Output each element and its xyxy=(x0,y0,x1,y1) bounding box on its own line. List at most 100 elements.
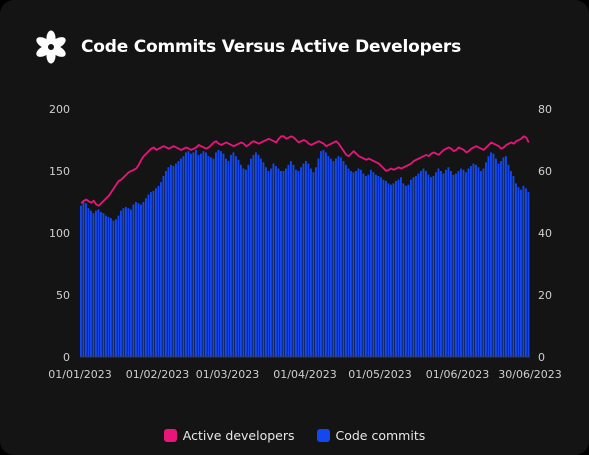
bar-code-commits xyxy=(280,171,282,357)
bar-code-commits xyxy=(100,211,102,357)
bar-code-commits xyxy=(85,203,87,357)
bar-code-commits xyxy=(442,173,445,357)
bar-code-commits xyxy=(520,189,522,357)
flower-icon xyxy=(36,30,66,64)
bar-code-commits xyxy=(445,169,447,357)
bar-code-commits xyxy=(110,218,112,357)
bar-code-commits xyxy=(240,164,242,357)
y-right-tick-label: 40 xyxy=(538,227,552,240)
bar-code-commits xyxy=(87,208,90,357)
bar-code-commits xyxy=(232,152,235,357)
bar-code-commits xyxy=(282,171,285,357)
y-left-tick-label: 100 xyxy=(49,227,70,240)
bar-code-commits xyxy=(477,167,480,357)
bar-code-commits xyxy=(305,161,307,357)
bar-code-commits xyxy=(92,213,95,357)
bar-code-commits xyxy=(455,173,457,357)
bar-code-commits xyxy=(285,168,287,357)
bar-code-commits xyxy=(135,202,137,357)
chart-header: Code Commits Versus Active Developers xyxy=(34,30,461,64)
bar-code-commits xyxy=(400,177,402,357)
chart-title: Code Commits Versus Active Developers xyxy=(81,37,462,57)
y-left-tick-label: 50 xyxy=(56,289,70,302)
bar-code-commits xyxy=(382,179,385,357)
bar-code-commits xyxy=(145,198,147,357)
bar-code-commits xyxy=(257,154,260,357)
bar-code-commits xyxy=(162,175,165,357)
bar-code-commits xyxy=(117,215,120,357)
bar-code-commits xyxy=(502,157,505,357)
bar-code-commits xyxy=(505,156,507,357)
chart-legend: Active developers Code commits xyxy=(0,428,589,443)
bar-code-commits xyxy=(247,164,250,357)
bar-code-commits xyxy=(112,220,115,357)
bar-code-commits xyxy=(97,209,100,357)
bar-code-commits xyxy=(260,158,262,357)
y-left-tick-label: 150 xyxy=(49,165,70,178)
bar-code-commits xyxy=(430,177,432,357)
x-tick-label: 01/01/2023 xyxy=(48,368,111,381)
bar-code-commits xyxy=(507,164,510,357)
bar-code-commits xyxy=(95,210,97,357)
bar-code-commits xyxy=(147,194,150,357)
bar-code-commits xyxy=(202,151,205,357)
bar-code-commits xyxy=(185,152,187,357)
x-tick-label: 01/03/2023 xyxy=(196,368,259,381)
bar-code-commits xyxy=(127,208,130,357)
bar-code-commits xyxy=(405,185,407,357)
bar-code-commits xyxy=(207,156,210,357)
bar-code-commits xyxy=(215,152,217,357)
bar-code-commits xyxy=(490,152,492,357)
bar-code-commits xyxy=(297,171,300,357)
bar-code-commits xyxy=(515,183,517,357)
bar-code-commits xyxy=(350,171,352,357)
bar-code-commits xyxy=(347,168,350,357)
bar-code-commits xyxy=(187,151,190,357)
bar-code-commits xyxy=(387,183,390,357)
bar-code-commits xyxy=(325,152,327,357)
bar-code-commits xyxy=(80,205,82,357)
bar-code-commits xyxy=(467,168,470,357)
bar-code-commits xyxy=(332,161,335,357)
bar-code-commits xyxy=(420,171,422,357)
bar-code-commits xyxy=(460,168,462,357)
bar-code-commits xyxy=(102,213,105,357)
bar-code-commits xyxy=(437,168,440,357)
legend-label: Active developers xyxy=(182,428,295,443)
bar-code-commits xyxy=(355,171,357,357)
y-right-tick-label: 20 xyxy=(538,289,552,302)
bar-code-commits xyxy=(427,174,430,357)
bar-code-commits xyxy=(230,154,232,357)
bar-code-commits xyxy=(90,210,92,357)
bar-code-commits xyxy=(330,158,332,357)
bar-code-commits xyxy=(522,185,525,357)
bar-code-commits xyxy=(492,153,495,357)
bar-code-commits xyxy=(195,149,197,357)
bar-code-commits xyxy=(425,171,427,357)
bar-code-commits xyxy=(212,158,215,357)
bar-code-commits xyxy=(182,156,185,357)
bar-code-commits xyxy=(315,167,317,357)
legend-item-code-commits[interactable]: Code commits xyxy=(316,428,425,443)
bar-code-commits xyxy=(237,159,240,357)
bar-code-commits xyxy=(157,185,160,357)
bar-code-commits xyxy=(402,183,405,357)
bar-code-commits xyxy=(322,149,325,357)
bar-code-commits xyxy=(472,163,475,357)
y-right-tick-label: 80 xyxy=(538,103,552,116)
bar-code-commits xyxy=(415,175,417,357)
bar-code-commits xyxy=(362,173,365,357)
bar-code-commits xyxy=(510,171,512,357)
bar-code-commits xyxy=(287,164,290,357)
bar-code-commits xyxy=(275,166,277,357)
legend-item-active-developers[interactable]: Active developers xyxy=(163,428,295,443)
bar-code-commits xyxy=(295,169,297,357)
bar-code-commits xyxy=(312,172,315,357)
bar-code-commits xyxy=(450,171,452,357)
bar-code-commits xyxy=(165,171,167,357)
x-tick-label: 01/04/2023 xyxy=(273,368,336,381)
y-right-tick-label: 60 xyxy=(538,165,552,178)
bar-code-commits xyxy=(290,161,292,357)
bar-code-commits xyxy=(142,202,145,357)
bar-code-commits xyxy=(225,158,227,357)
